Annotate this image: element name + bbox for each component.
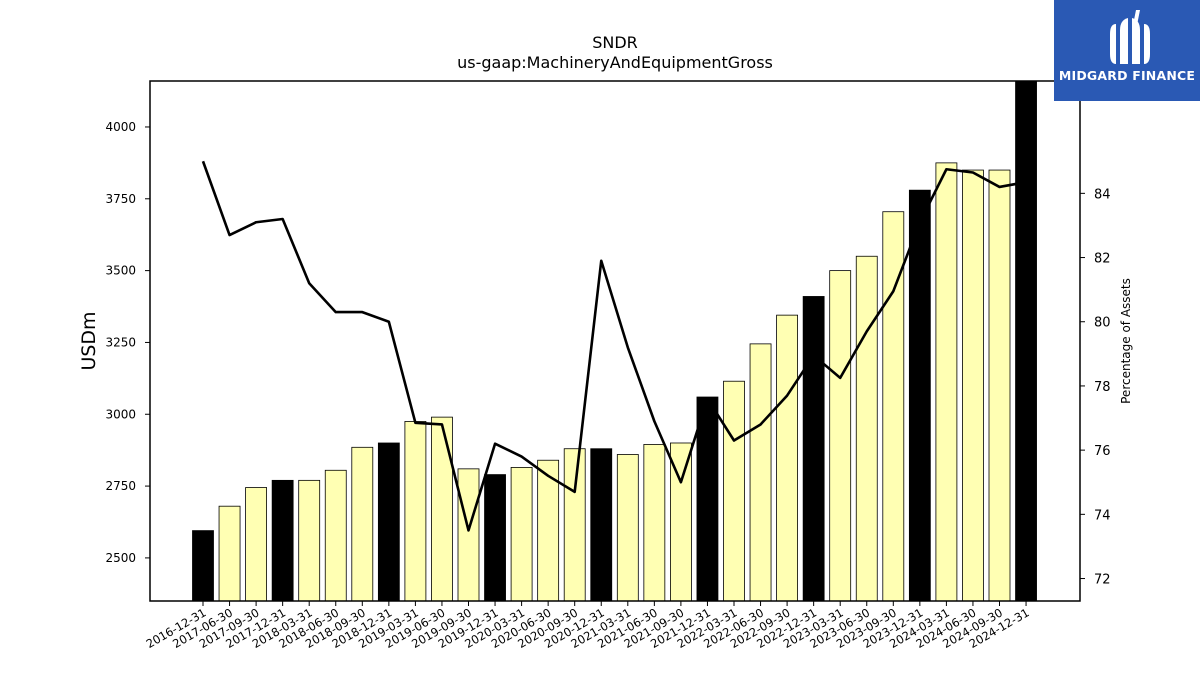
- bar-2024-03-31: [935, 162, 958, 602]
- bar-2024-12-31: [1015, 80, 1037, 602]
- bar-2018-06-30: [324, 469, 347, 602]
- bar-2022-12-31: [802, 296, 825, 602]
- bar-2021-06-30: [643, 444, 666, 602]
- bar-2019-09-30: [457, 468, 480, 602]
- bar-2024-06-30: [962, 169, 984, 602]
- y2-tick-label: 78: [1094, 380, 1111, 395]
- bar-2019-06-30: [431, 416, 453, 602]
- bar-2017-12-31: [271, 479, 294, 602]
- midgard-finance-logo: MIDGARD FINANCE: [1054, 0, 1200, 101]
- y-axis-label: USDm: [78, 311, 100, 370]
- plot-frame: [149, 80, 1081, 602]
- y2-tick-label: 74: [1094, 508, 1111, 523]
- y2-tick-label: 80: [1094, 316, 1111, 331]
- y-tick-label: 3000: [105, 407, 136, 421]
- y-tick-label: 4000: [105, 120, 136, 134]
- y2-tick-label: 82: [1094, 252, 1111, 267]
- midgard-logo-icon: [1110, 10, 1150, 64]
- bar-2021-12-31: [696, 396, 719, 602]
- bar-2022-06-30: [749, 343, 772, 602]
- bar-2019-03-31: [404, 421, 427, 602]
- bar-2020-12-31: [590, 448, 613, 602]
- bar-2022-09-30: [776, 314, 798, 602]
- bar-2018-09-30: [351, 446, 374, 602]
- bar-2016-12-31: [192, 530, 214, 602]
- y-axis-right: 72 74 76 78 80 82 84: [1080, 187, 1111, 588]
- y-tick-label: 2500: [105, 551, 136, 565]
- logo-text: MIDGARD FINANCE: [1058, 68, 1196, 83]
- bar-2020-03-31: [510, 467, 533, 602]
- line-layer: [201, 160, 1027, 532]
- bars-layer: [192, 80, 1037, 602]
- bar-2021-03-31: [616, 454, 639, 602]
- chart-title: SNDR: [592, 33, 638, 52]
- bar-2020-09-30: [563, 448, 586, 602]
- y-tick-label: 2750: [105, 479, 136, 493]
- y-tick-label: 3500: [105, 264, 136, 278]
- y2-tick-label: 84: [1094, 187, 1111, 202]
- bar-2024-09-30: [988, 169, 1011, 602]
- bar-2017-09-30: [245, 487, 268, 602]
- bar-2019-12-31: [484, 474, 506, 602]
- chart-subtitle: us-gaap:MachineryAndEquipmentGross: [457, 53, 773, 72]
- bar-2017-06-30: [218, 505, 241, 602]
- x-axis: 2016-12-312017-06-302017-09-302017-12-31…: [144, 601, 1032, 651]
- percentage-line: [201, 160, 1027, 532]
- bar-2023-12-31: [908, 189, 931, 602]
- y2-tick-label: 72: [1094, 573, 1111, 588]
- bar-2023-03-31: [829, 270, 852, 602]
- bar-2023-06-30: [855, 255, 878, 602]
- bar-2018-12-31: [377, 442, 400, 602]
- y-axis-left: 2500 2750 3000 3250 3500 3750 4000: [105, 120, 150, 565]
- bar-2018-03-31: [298, 479, 321, 602]
- y-tick-label: 3750: [105, 192, 136, 206]
- y2-tick-label: 76: [1094, 444, 1111, 459]
- bar-2022-03-31: [723, 380, 745, 602]
- y-tick-label: 3250: [105, 335, 136, 349]
- y2-axis-label: Percentage of Assets: [1119, 278, 1133, 404]
